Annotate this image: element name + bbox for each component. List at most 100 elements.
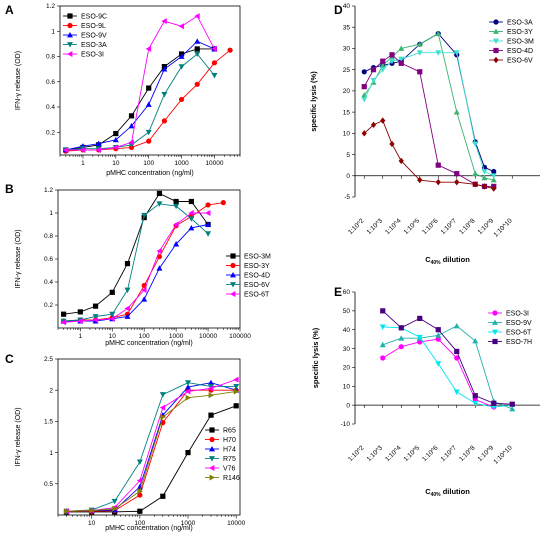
panel-b-legend-marker [230, 291, 236, 297]
panel-a-series-line [65, 53, 215, 151]
panel-d-legend-label: ESO-3M [507, 38, 534, 45]
panel-d-data-point [435, 178, 441, 186]
panel-a-data-point [113, 130, 119, 137]
panel-a-data-point [211, 45, 217, 52]
panel-c-data-point [185, 450, 191, 456]
panel-a-legend-marker [67, 13, 73, 19]
panel-a: A 0.2 0.4 0.6 0.8 1 1.2 1 10 100 1000 10000 IFN-γ re… [5, 3, 241, 177]
panel-d-xlabel: C40% dilution [425, 255, 470, 266]
panel-d-series-eso-6v [361, 117, 497, 192]
panel-b-data-point [205, 231, 212, 237]
panel-b-ytick-label: 0.8 [44, 233, 53, 240]
panel-e-xlabel: C40% dilution [425, 487, 470, 498]
panel-e-legend-marker [492, 329, 498, 335]
panel-e-series-eso-3i [380, 336, 497, 410]
panel-d-legend-marker [493, 47, 499, 54]
panel-e-legend: ESO-3I ESO-9V ESO-6T ESO-7H [488, 310, 532, 346]
panel-c: C 0.5 1 1.5 2 2.5 10 100 1000 10000 IFN-γ release … [5, 352, 246, 532]
panel-c-legend-marker [209, 436, 215, 443]
panel-e-data-point [454, 348, 460, 354]
panel-c-legend: R65 H70 H74 R75 V76 R146 [205, 427, 240, 482]
panel-a-legend-label: ESO-9C [81, 13, 107, 20]
panel-e-data-point [453, 322, 460, 329]
panel-d-data-point [370, 77, 377, 84]
panel-b-series-line [63, 203, 209, 322]
panel-a-data-point [211, 73, 218, 79]
panel-c-data-point [136, 459, 143, 465]
panel-a-ytick-label: 1 [51, 28, 55, 35]
panel-b-data-point [156, 265, 163, 271]
panel-d-data-point [398, 60, 404, 66]
panel-e-legend-marker [492, 319, 498, 325]
panel-d-series-eso-3m [361, 50, 497, 179]
panel-e-data-point [379, 341, 386, 348]
panel-d-data-point [380, 117, 386, 124]
panel-d-data-point [472, 141, 479, 147]
panel-b-data-point [141, 212, 148, 219]
panel-b-data-point [205, 221, 212, 227]
panel-d-series-line [363, 32, 494, 181]
panel-d-data-point [481, 169, 488, 175]
panel-b-data-point [220, 200, 226, 206]
panel-e-data-point [398, 344, 404, 350]
panel-b-legend-label: ESO-4D [244, 272, 270, 279]
panel-d-ytick-label: 30 [343, 46, 351, 53]
panel-c-data-point [159, 404, 166, 411]
panel-b-series-line [63, 192, 209, 315]
panel-d-series-line [363, 52, 494, 177]
panel-d-legend-marker [493, 38, 499, 44]
panel-b-data-point [77, 309, 83, 315]
panel-b-data-point [205, 210, 211, 216]
panel-a-xtick-label: 10000 [205, 160, 223, 167]
panel-b-xtick-label: 10000 [199, 333, 217, 340]
panel-d-legend-label: ESO-4D [507, 48, 533, 55]
panel-b-legend-marker [230, 272, 236, 278]
panel-d-data-point [380, 58, 386, 64]
panel-d-ytick-label: 25 [343, 67, 351, 74]
panel-d-xtick-label: 1:10^10 [492, 217, 513, 238]
panel-b-xtick-label: 1 [79, 333, 83, 340]
panel-d-ytick-label: 20 [343, 88, 351, 95]
panel-c-data-point [185, 394, 192, 401]
panel-c-data-point [160, 493, 166, 499]
panel-c-data-point [136, 483, 143, 490]
panel-a-data-point [128, 139, 134, 146]
panel-e-data-point [472, 400, 479, 407]
panel-c-data-point [185, 384, 192, 390]
panel-e-label: E [334, 285, 342, 299]
panel-e-data-point [416, 334, 423, 341]
panel-b-legend-label: ESO-6T [244, 291, 270, 298]
panel-c-xtick-label: 10 [88, 520, 96, 527]
panel-b-legend-marker [230, 262, 236, 269]
panel-e-ytick-label: -10 [341, 421, 351, 428]
panel-e-data-point [435, 336, 441, 342]
panel-d-xtick-label: 1:10^8 [458, 217, 477, 236]
panel-d-legend-marker [493, 28, 499, 34]
panel-e-ytick-label: 10 [343, 383, 351, 390]
panel-d-data-point [454, 171, 460, 177]
panel-b-legend-marker [230, 282, 236, 288]
panel-b-ytick-label: 0.2 [44, 302, 53, 309]
panel-c-data-point [207, 385, 214, 392]
panel-e-xtick-label: 1:10^6 [421, 444, 440, 463]
panel-a-data-point [145, 101, 152, 107]
panel-d-ytick-label: 10 [343, 131, 351, 138]
panel-c-series-line [66, 382, 237, 512]
panel-b-data-point [156, 247, 162, 254]
panel-c-ytick-label: 2 [49, 387, 53, 394]
panel-c-data-point [185, 388, 191, 395]
panel-b-legend-label: ESO-3M [244, 253, 271, 260]
panel-b-series-eso-6v [60, 201, 212, 325]
panel-c-series-r75 [63, 380, 240, 515]
panel-b-series-line [63, 212, 209, 323]
panel-a-ytick-label: 0.6 [46, 79, 55, 86]
panel-b-data-point [77, 318, 83, 325]
panel-b-series-line [63, 224, 209, 322]
panel-d-ylabel: specific lysis (%) [309, 71, 318, 132]
panel-b-data-point [188, 198, 194, 205]
panel-a-xtick-label: 100 [143, 160, 154, 167]
panel-a-ytick-label: 0.4 [46, 104, 55, 111]
panel-e-data-point [435, 361, 442, 367]
panel-e-legend-marker [492, 338, 498, 345]
panel-a-data-point [128, 113, 135, 119]
